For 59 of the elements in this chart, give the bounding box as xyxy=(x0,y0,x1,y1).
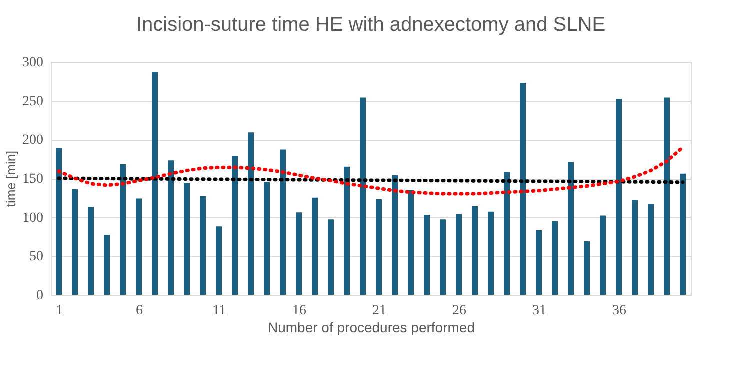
y-tick-label: 50 xyxy=(30,250,44,265)
bar xyxy=(264,182,270,295)
bar xyxy=(184,183,190,295)
y-tick-label: 250 xyxy=(22,94,44,110)
x-tick-label: 31 xyxy=(532,304,546,318)
bar xyxy=(232,156,238,295)
bar xyxy=(328,220,334,295)
chart-title: Incision-suture time HE with adnexectomy and SLNE xyxy=(136,14,606,36)
bar xyxy=(552,221,558,295)
x-axis-title: Number of procedures performed xyxy=(268,320,475,336)
bar xyxy=(72,189,78,295)
bar xyxy=(104,235,110,295)
bar xyxy=(584,241,590,295)
bar xyxy=(360,98,366,295)
bar xyxy=(632,200,638,295)
bar xyxy=(424,215,430,295)
y-tick-label: 150 xyxy=(22,172,44,187)
bar xyxy=(616,99,622,295)
bar xyxy=(344,166,350,295)
bar xyxy=(280,150,286,295)
bar xyxy=(168,160,174,295)
x-tick-label: 16 xyxy=(292,304,306,318)
bar xyxy=(408,190,414,295)
x-tick-label: 26 xyxy=(452,304,466,318)
bar xyxy=(456,214,462,295)
y-tick-label: 300 xyxy=(22,56,44,70)
bar xyxy=(504,172,510,295)
bar xyxy=(136,198,142,295)
bar xyxy=(248,132,254,295)
bar xyxy=(664,98,670,295)
line-series xyxy=(57,146,685,196)
bar xyxy=(56,148,62,295)
bar xyxy=(648,204,654,295)
y-tick-label: 200 xyxy=(22,133,44,148)
y-tick-label: 0 xyxy=(36,288,44,304)
bar xyxy=(216,226,222,295)
bar xyxy=(680,174,686,295)
bar xyxy=(392,175,398,295)
bar xyxy=(312,198,318,295)
bar xyxy=(600,216,606,295)
x-tick-label: 36 xyxy=(612,304,626,318)
x-tick-label: 21 xyxy=(372,304,386,318)
x-tick-label: 1 xyxy=(56,304,63,318)
bar xyxy=(88,207,94,295)
bar xyxy=(536,230,542,295)
bar xyxy=(376,199,382,295)
x-tick-label: 6 xyxy=(136,304,143,318)
y-axis-title: time [min] xyxy=(4,150,18,208)
bar xyxy=(296,212,302,295)
bar xyxy=(488,212,494,295)
bar xyxy=(520,82,526,295)
x-tick-label: 11 xyxy=(212,304,226,318)
bar xyxy=(120,164,126,295)
bar xyxy=(568,162,574,295)
bar xyxy=(152,72,158,295)
bar xyxy=(440,220,446,295)
y-tick-label: 100 xyxy=(22,210,44,226)
bar xyxy=(472,206,478,295)
bar xyxy=(200,196,206,295)
